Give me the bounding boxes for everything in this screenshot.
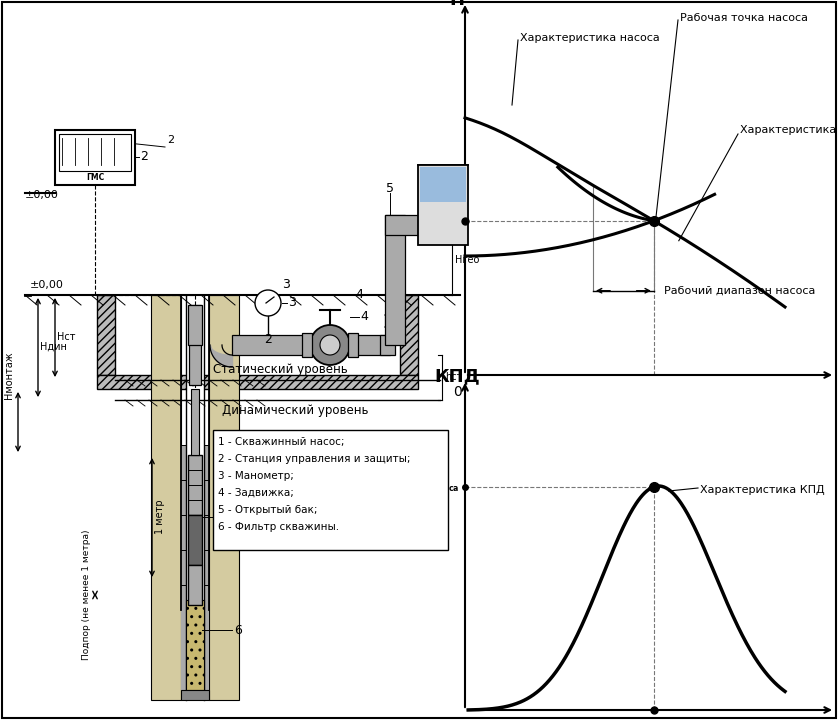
Text: ГМС: ГМС: [85, 173, 104, 181]
Bar: [400, 295, 418, 375]
Text: ±0,00: ±0,00: [30, 280, 64, 290]
Bar: [151, 295, 181, 700]
Bar: [186, 600, 204, 690]
Bar: [97, 375, 418, 389]
Text: $\mathbf{H}_{\mathbf{насоса}}$: $\mathbf{H}_{\mathbf{насоса}}$: [417, 214, 459, 228]
Text: Рабочий диапазон насоса: Рабочий диапазон насоса: [664, 286, 815, 296]
Bar: [55, 130, 135, 185]
Text: 3: 3: [282, 279, 290, 292]
Bar: [188, 565, 202, 605]
Text: КПД: КПД: [392, 470, 445, 490]
Text: 2: 2: [140, 150, 147, 163]
Bar: [302, 333, 312, 357]
Text: ±0,00: ±0,00: [25, 190, 59, 200]
Bar: [204, 445, 209, 700]
Bar: [186, 295, 204, 700]
Bar: [232, 335, 390, 355]
Bar: [181, 690, 209, 700]
Text: Характеристика насоса: Характеристика насоса: [520, 33, 660, 43]
Text: 0: 0: [453, 385, 462, 399]
Text: Hмонтаж: Hмонтаж: [4, 351, 14, 399]
Text: 4 - Задвижка;: 4 - Задвижка;: [218, 488, 294, 498]
Text: 1 - Скважинный насос;: 1 - Скважинный насос;: [218, 437, 344, 447]
Text: Подпор (не менее 1 метра): Подпор (не менее 1 метра): [82, 530, 91, 660]
Text: Hгео: Hгео: [455, 255, 479, 265]
Text: Статический уровень: Статический уровень: [213, 363, 348, 376]
Bar: [189, 305, 201, 385]
Text: 4: 4: [360, 310, 368, 323]
Text: 3: 3: [288, 297, 296, 310]
Bar: [420, 167, 466, 202]
Bar: [188, 305, 202, 345]
Text: 4: 4: [355, 289, 363, 302]
Bar: [348, 333, 358, 357]
Text: 2 - Станция управления и защиты;: 2 - Станция управления и защиты;: [218, 454, 411, 464]
Bar: [59, 134, 131, 171]
Circle shape: [320, 335, 340, 355]
Text: 5 - Открытый бак;: 5 - Открытый бак;: [218, 505, 318, 515]
Text: 6 - Фильтр скважины.: 6 - Фильтр скважины.: [218, 522, 339, 532]
Bar: [385, 215, 405, 345]
Text: 3 - Манометр;: 3 - Манометр;: [218, 471, 294, 481]
Circle shape: [255, 290, 281, 316]
Bar: [188, 515, 202, 565]
Bar: [209, 295, 239, 700]
Text: 1 метр: 1 метр: [155, 500, 165, 534]
Circle shape: [310, 325, 350, 365]
Text: Динамический уровень: Динамический уровень: [222, 404, 368, 417]
Text: 2: 2: [167, 135, 174, 145]
Text: Hст: Hст: [57, 332, 75, 342]
Text: Рабочая точка насоса: Рабочая точка насоса: [680, 13, 808, 23]
Text: Характеристика КПД: Характеристика КПД: [700, 485, 825, 495]
Bar: [385, 215, 460, 235]
Text: hст: hст: [445, 372, 463, 382]
Bar: [97, 295, 115, 375]
Text: 1: 1: [234, 510, 242, 523]
Text: 5: 5: [386, 182, 394, 195]
Text: $\mathbf{КПД}_{\mathbf{насоса}}$: $\mathbf{КПД}_{\mathbf{насоса}}$: [399, 480, 459, 494]
Bar: [380, 335, 395, 355]
Text: КПД: КПД: [434, 367, 480, 385]
Text: Характеристика системы: Характеристика системы: [740, 125, 838, 135]
Text: Hдин: Hдин: [40, 342, 67, 352]
Text: 2: 2: [264, 333, 272, 346]
Bar: [191, 389, 199, 455]
Bar: [188, 455, 202, 515]
Bar: [418, 165, 468, 245]
Bar: [181, 445, 186, 700]
Text: H: H: [449, 0, 464, 9]
Bar: [213, 430, 448, 550]
Text: 6: 6: [234, 624, 242, 636]
